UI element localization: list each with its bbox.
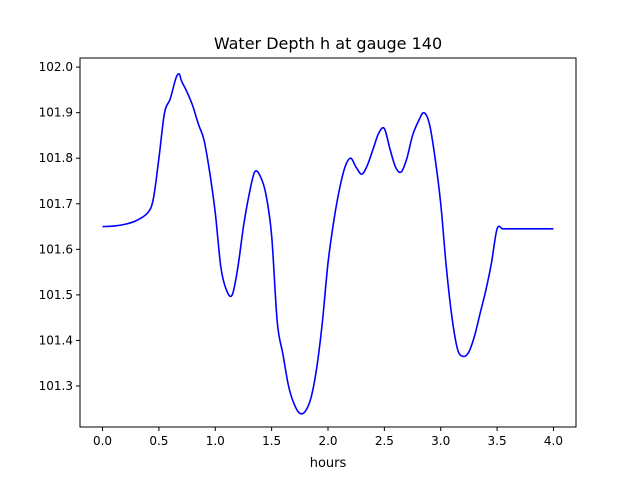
x-tick-label: 4.0 <box>544 434 563 448</box>
axes-frame <box>79 57 577 428</box>
plot-area <box>102 73 554 415</box>
x-tick-label: 3.0 <box>431 434 450 448</box>
x-tick-label: 1.0 <box>206 434 225 448</box>
x-tick-label: 2.5 <box>375 434 394 448</box>
x-axis-ticks: 0.0 0.5 1.0 1.5 2.0 2.5 3.0 3.5 4.0 <box>93 427 563 448</box>
y-tick-label: 101.6 <box>39 242 73 256</box>
x-tick-label: 2.0 <box>318 434 337 448</box>
y-tick-label: 101.4 <box>39 333 73 347</box>
x-axis-label: hours <box>310 456 347 471</box>
y-tick-label: 101.9 <box>39 106 73 120</box>
x-tick-label: 0.5 <box>149 434 168 448</box>
x-tick-label: 0.0 <box>93 434 112 448</box>
y-tick-label: 101.7 <box>39 197 73 211</box>
chart-title: Water Depth h at gauge 140 <box>214 34 442 53</box>
y-tick-label: 102.0 <box>39 60 73 74</box>
y-tick-label: 101.3 <box>39 379 73 393</box>
y-tick-label: 101.8 <box>39 151 73 165</box>
x-tick-label: 1.5 <box>262 434 281 448</box>
y-axis-ticks: 101.3 101.4 101.5 101.6 101.7 101.8 101.9 102.0 <box>39 60 80 393</box>
y-tick-label: 101.5 <box>39 288 73 302</box>
x-tick-label: 3.5 <box>488 434 507 448</box>
series-line-0 <box>102 73 554 415</box>
